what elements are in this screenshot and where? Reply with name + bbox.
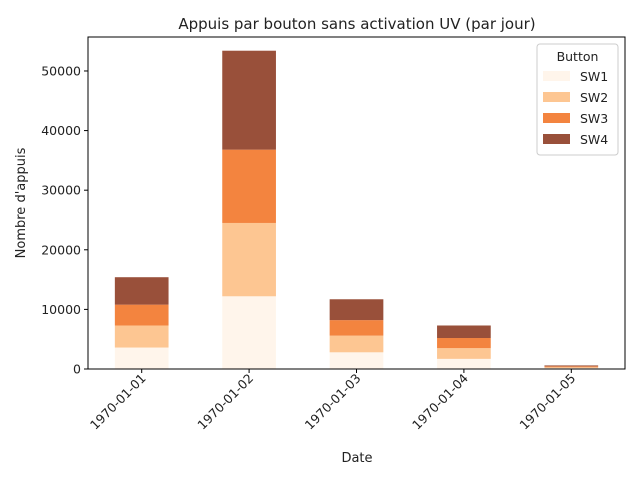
bar-segment-sw2-1970-01-05	[544, 367, 599, 369]
x-tick-label: 1970-01-01	[87, 371, 149, 433]
legend-swatch-sw4	[543, 134, 570, 144]
legend-label-sw1: SW1	[580, 69, 608, 84]
bar-segment-sw3-1970-01-02	[222, 149, 276, 223]
legend-label-sw4: SW4	[580, 132, 608, 147]
y-tick-label: 40000	[41, 123, 81, 138]
bar-segment-sw4-1970-01-05	[544, 365, 599, 367]
y-axis-label: Nombre d'appuis	[14, 147, 29, 258]
bar-segment-sw3-1970-01-01	[114, 304, 169, 326]
bar-segment-sw3-1970-01-05	[544, 366, 599, 368]
bar-segment-sw4-1970-01-02	[222, 50, 276, 150]
bar-segment-sw2-1970-01-04	[437, 348, 491, 359]
y-tick-label: 0	[73, 362, 81, 377]
x-tick-label: 1970-01-03	[302, 371, 364, 433]
bar-segment-sw2-1970-01-02	[222, 222, 276, 297]
bar-segment-sw3-1970-01-03	[329, 320, 384, 336]
x-axis: 1970-01-01 1970-01-02 1970-01-03 1970-01-04…	[87, 369, 578, 433]
bar-segment-sw1-1970-01-02	[222, 296, 276, 369]
bar-segment-sw4-1970-01-01	[114, 277, 169, 305]
y-axis: 0 10000 20000 30000 40000 50000	[41, 63, 88, 377]
bar-segment-sw2-1970-01-03	[329, 335, 384, 353]
bars-layer	[114, 50, 599, 369]
legend-label-sw3: SW3	[580, 111, 608, 126]
legend-title: Button	[557, 49, 599, 64]
x-tick-label: 1970-01-02	[194, 371, 256, 433]
legend: Button SW1 SW2 SW3 SW4	[536, 43, 619, 156]
y-tick-label: 20000	[41, 242, 81, 257]
chart-title: Appuis par bouton sans activation UV (pa…	[178, 15, 535, 33]
bar-segment-sw1-1970-01-03	[329, 352, 384, 369]
x-tick-label: 1970-01-05	[516, 371, 578, 433]
legend-swatch-sw2	[543, 92, 570, 102]
y-tick-label: 50000	[41, 63, 81, 78]
y-tick-label: 10000	[41, 302, 81, 317]
bar-segment-sw4-1970-01-03	[329, 299, 384, 321]
bar-segment-sw1-1970-01-04	[437, 358, 491, 369]
bar-segment-sw2-1970-01-01	[114, 325, 169, 348]
legend-swatch-sw1	[543, 71, 570, 81]
x-tick-label: 1970-01-04	[409, 370, 471, 432]
legend-swatch-sw3	[543, 113, 570, 123]
y-tick-label: 30000	[41, 183, 81, 198]
bar-segment-sw1-1970-01-01	[114, 347, 169, 369]
legend-label-sw2: SW2	[580, 90, 608, 105]
bar-segment-sw4-1970-01-04	[437, 325, 491, 339]
bar-segment-sw3-1970-01-04	[437, 338, 491, 349]
x-axis-label: Date	[341, 451, 372, 466]
